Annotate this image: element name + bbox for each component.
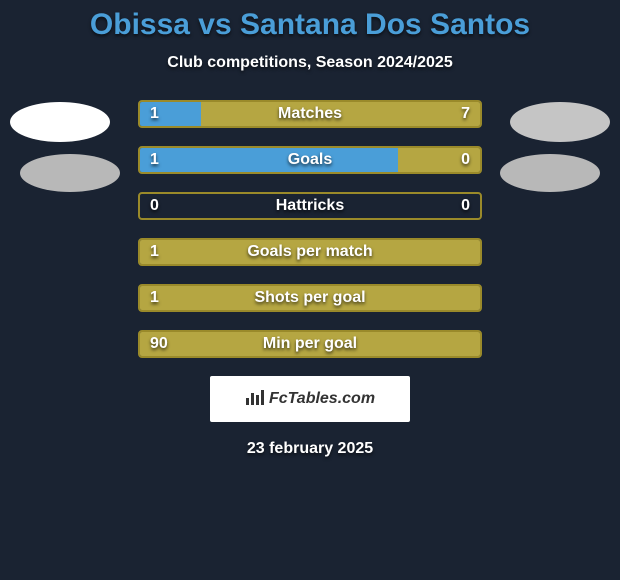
chart-icon [245, 388, 265, 411]
footer-date: 23 february 2025 [0, 440, 620, 458]
player1-team-badge-placeholder [20, 154, 120, 192]
stat-label: Matches [140, 105, 480, 123]
player1-avatar-placeholder [10, 102, 110, 142]
page-title: Obissa vs Santana Dos Santos [0, 8, 620, 42]
stat-label: Min per goal [140, 335, 480, 353]
stats-area: 17Matches 10Goals 00Hattricks 1Goals per ma… [0, 100, 620, 358]
stat-row: 10Goals [138, 146, 482, 174]
brand-text: FcTables.com [269, 390, 375, 408]
player2-team-badge-placeholder [500, 154, 600, 192]
stat-row: 1Goals per match [138, 238, 482, 266]
comparison-infographic: Obissa vs Santana Dos Santos Club compet… [0, 0, 620, 580]
stat-row: 1Shots per goal [138, 284, 482, 312]
brand-badge: FcTables.com [210, 376, 410, 422]
stat-label: Hattricks [140, 197, 480, 215]
stat-label: Shots per goal [140, 289, 480, 307]
stat-row: 00Hattricks [138, 192, 482, 220]
stat-label: Goals per match [140, 243, 480, 261]
stat-row: 90Min per goal [138, 330, 482, 358]
stat-label: Goals [140, 151, 480, 169]
player2-avatar-placeholder [510, 102, 610, 142]
stat-row: 17Matches [138, 100, 482, 128]
subtitle: Club competitions, Season 2024/2025 [0, 54, 620, 72]
